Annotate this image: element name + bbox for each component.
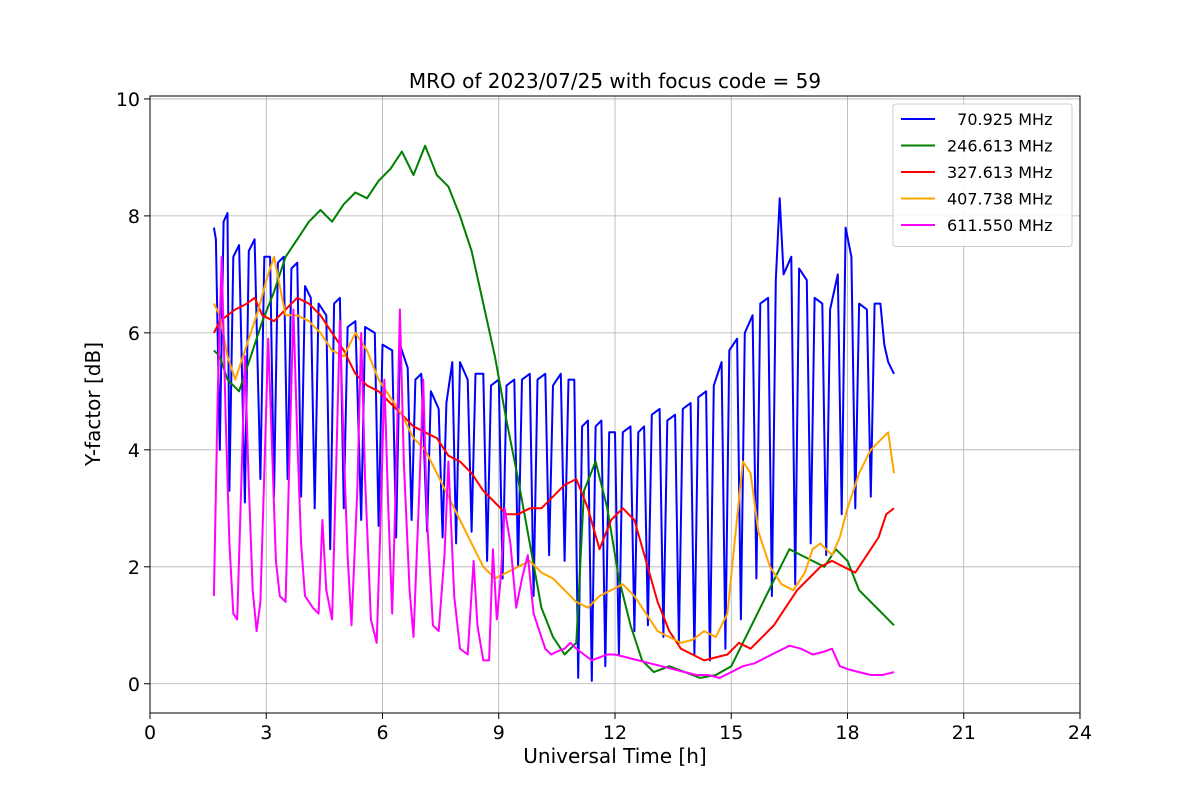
legend-label: 611.550 MHz [947,216,1052,235]
legend: 70.925 MHz 246.613 MHz 327.613 MHz 407.738 … [892,103,1073,247]
y-axis-title: Y-factor [dB] [81,342,105,467]
series-line-0 [212,197,895,682]
series-line-4 [212,255,895,679]
legend-label: 407.738 MHz [947,190,1052,209]
x-axis-title: Universal Time [h] [523,744,706,768]
legend-box [892,103,1073,247]
legend-label: 246.613 MHz [947,137,1052,156]
y-tick-label: 8 [128,206,140,228]
x-tick-label: 21 [952,722,976,744]
chart-title: MRO of 2023/07/25 with focus code = 59 [409,69,821,93]
x-tick-label: 15 [719,722,743,744]
series-line-3 [213,255,895,644]
x-tick-label: 18 [835,722,859,744]
series-layer [212,144,895,682]
x-tick-label: 6 [376,722,388,744]
y-tick-label: 4 [128,440,140,462]
legend-label: 327.613 MHz [947,163,1052,182]
x-tick-label: 0 [144,722,156,744]
series-line-1 [213,144,895,679]
series-line-2 [213,296,895,662]
x-tick-label: 24 [1068,722,1092,744]
y-tick-label: 2 [128,557,140,579]
y-tick-label: 0 [128,674,140,696]
y-tick-label: 10 [116,89,140,111]
x-tick-label: 9 [493,722,505,744]
legend-label: 70.925 MHz [947,110,1052,129]
y-tick-label: 6 [128,323,140,345]
x-tick-label: 3 [260,722,272,744]
x-tick-label: 12 [603,722,627,744]
